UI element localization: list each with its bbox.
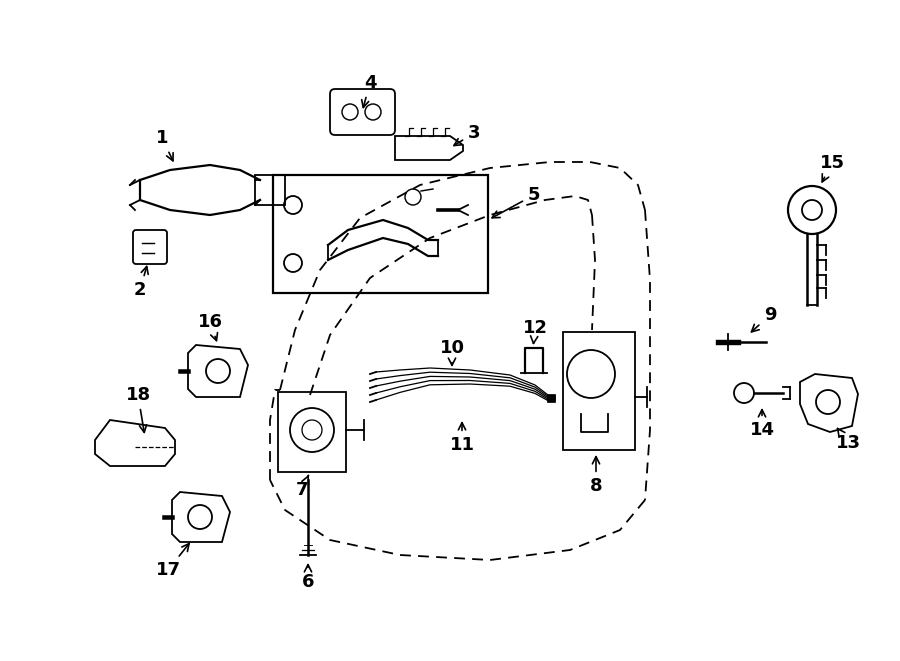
Text: 15: 15 xyxy=(820,154,844,182)
Text: 5: 5 xyxy=(492,186,540,217)
Text: 6: 6 xyxy=(302,564,314,591)
Bar xyxy=(255,175,285,205)
Text: 7: 7 xyxy=(296,475,309,499)
Bar xyxy=(278,392,346,472)
Text: 11: 11 xyxy=(449,422,474,454)
Text: 16: 16 xyxy=(197,313,222,340)
Text: 9: 9 xyxy=(752,306,776,332)
Text: 18: 18 xyxy=(125,386,150,432)
Text: 14: 14 xyxy=(750,410,775,439)
Bar xyxy=(273,175,488,293)
Bar xyxy=(563,332,635,450)
Text: 17: 17 xyxy=(156,543,189,579)
Text: 4: 4 xyxy=(362,74,376,108)
Text: 1: 1 xyxy=(156,129,173,161)
Text: 10: 10 xyxy=(439,339,464,366)
Text: 3: 3 xyxy=(454,124,481,145)
Text: 13: 13 xyxy=(835,428,860,452)
Text: 8: 8 xyxy=(590,457,602,495)
Text: 2: 2 xyxy=(134,266,148,299)
Text: 12: 12 xyxy=(523,319,547,344)
